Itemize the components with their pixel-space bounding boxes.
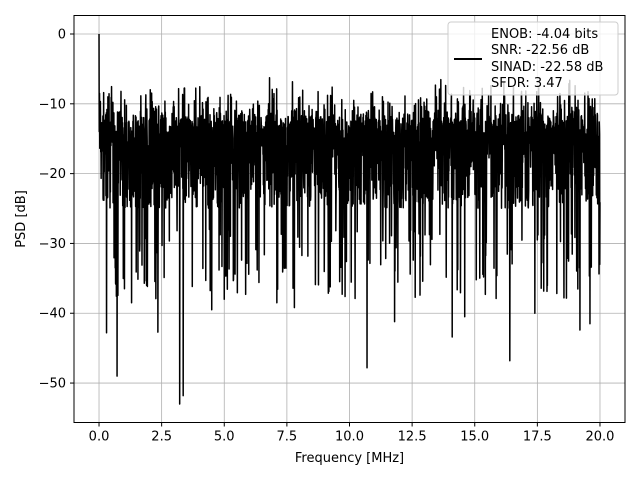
x-tick-label: 20.0 [586,430,615,445]
x-tick-label: 5.0 [214,430,235,445]
y-tick-label: −30 [39,237,66,252]
x-tick-label: 17.5 [523,430,552,445]
x-tick-label: 10.0 [335,430,364,445]
y-tick-label: −40 [39,307,66,322]
x-tick-label: 7.5 [277,430,298,445]
y-tick-label: −50 [39,377,66,392]
x-tick-label: 15.0 [460,430,489,445]
x-tick-label: 2.5 [151,430,172,445]
y-tick-label: 0 [58,28,66,43]
x-tick-label: 12.5 [398,430,427,445]
x-axis-label: Frequency [MHz] [295,451,404,466]
x-tick-label: 0.0 [89,430,110,445]
y-tick-label: −20 [39,167,66,182]
legend: ENOB: -4.04 bits SNR: -22.56 dB SINAD: -… [447,21,619,96]
psd-series-line [98,33,601,405]
legend-entry-sinad: SINAD: -22.58 dB [491,60,603,75]
legend-box [447,21,619,96]
legend-entry-snr: SNR: -22.56 dB [491,43,589,58]
y-axis-label: PSD [dB] [14,190,29,248]
plot-area [98,33,601,405]
legend-entry-sfdr: SFDR: 3.47 [491,76,563,91]
y-tick-label: −10 [39,97,66,112]
legend-entry-enob: ENOB: -4.04 bits [491,27,598,42]
ticks: 0.0 2.5 5.0 7.5 10.0 12.5 15.0 17.5 20.0 0 −10 −20 −… [39,28,615,445]
